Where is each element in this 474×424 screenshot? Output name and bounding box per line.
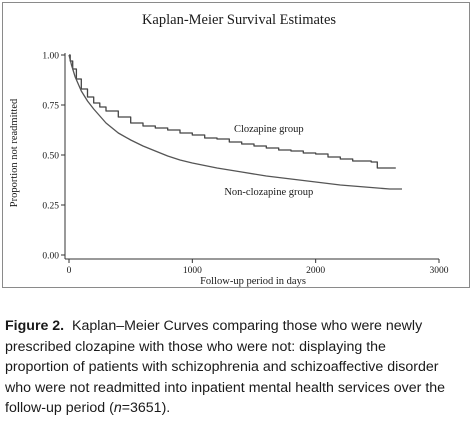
- caption-label: Figure 2.: [5, 318, 65, 334]
- y-tick-label: 0.00: [42, 252, 59, 262]
- series-lines: [68, 54, 402, 190]
- caption-text: Kaplan–Meier Curves comparing those who …: [72, 318, 423, 334]
- caption-line: follow-up period (n=3651).: [5, 398, 471, 419]
- tick-labels: 0.00 0.25 0.50 0.75 1.00 0 1000 2000 3000: [42, 52, 448, 277]
- chart-title: Kaplan-Meier Survival Estimates: [142, 12, 336, 28]
- caption-line: Figure 2. Kaplan–Meier Curves comparing …: [5, 316, 471, 337]
- x-tick-label: 3000: [430, 266, 449, 276]
- x-tick-label: 2000: [306, 266, 325, 276]
- caption-line: prescribed clozapine with those who were…: [5, 338, 386, 355]
- km-chart: Kaplan-Meier Survival Estimates 0.00 0.25…: [9, 12, 449, 287]
- caption-line: who were not readmitted into inpatient m…: [5, 379, 446, 396]
- y-tick-label: 0.50: [42, 152, 59, 162]
- non-clozapine-series-line: [68, 54, 402, 190]
- x-tick-label: 0: [67, 266, 72, 276]
- x-axis-title: Follow-up period in days: [200, 276, 306, 287]
- clozapine-series-line: [69, 54, 396, 169]
- annotations: Clozapine group Non-clozapine group: [224, 124, 313, 198]
- caption-n: n: [113, 400, 122, 417]
- clozapine-group-label: Clozapine group: [234, 124, 304, 135]
- y-tick-label: 1.00: [42, 52, 59, 62]
- y-tick-label: 0.75: [42, 102, 59, 112]
- caption-text: follow-up period (: [5, 400, 114, 417]
- figure-caption: Figure 2. Kaplan–Meier Curves comparing …: [5, 316, 471, 419]
- caption-text: =3651).: [121, 400, 171, 417]
- caption-line: proportion of patients with schizophreni…: [5, 359, 439, 376]
- chart-panel: Kaplan-Meier Survival Estimates 0.00 0.25…: [2, 2, 470, 288]
- axes: [61, 53, 440, 263]
- y-tick-label: 0.25: [42, 202, 59, 212]
- x-tick-label: 1000: [183, 266, 202, 276]
- non-clozapine-group-label: Non-clozapine group: [224, 187, 313, 198]
- y-axis-title: Proportion not readmitted: [9, 98, 20, 207]
